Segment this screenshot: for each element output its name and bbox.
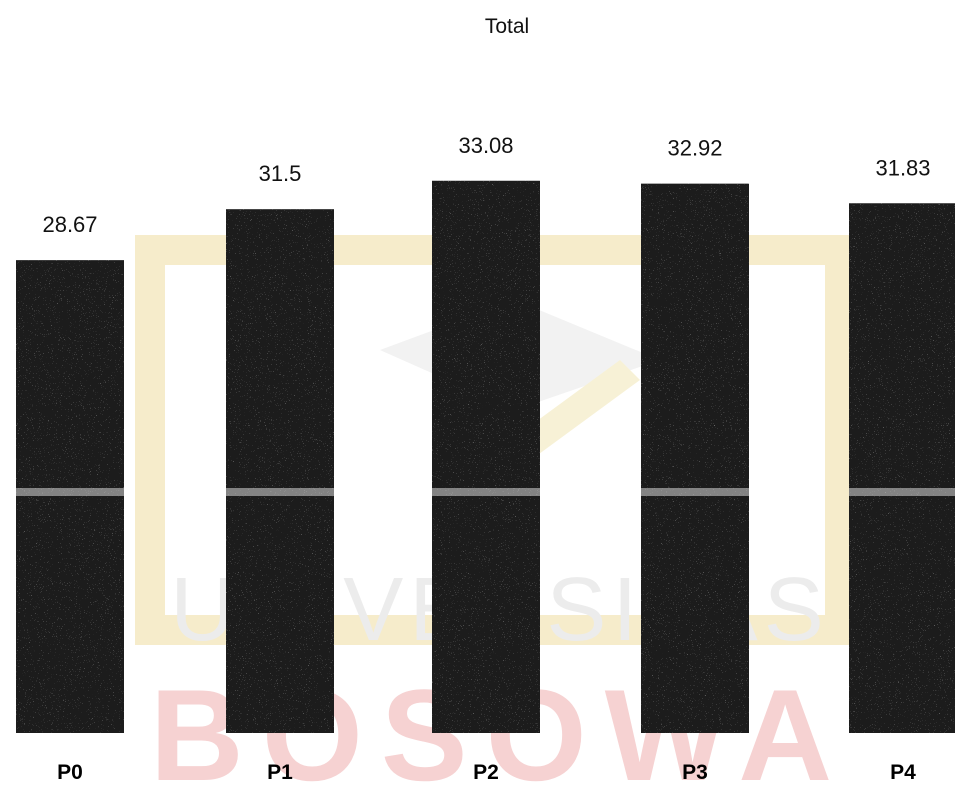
value-label-p4: 31.83 xyxy=(875,155,930,180)
bar-p3 xyxy=(641,183,749,733)
bar-band-p0 xyxy=(16,488,124,496)
bar-p0 xyxy=(16,260,124,733)
category-label-p2: P2 xyxy=(473,761,499,784)
bar-band-p1 xyxy=(226,488,334,496)
value-labels-group: 28.67 31.5 33.08 32.92 31.83 xyxy=(42,133,930,237)
value-label-p1: 31.5 xyxy=(259,161,302,186)
category-label-p1: P1 xyxy=(267,761,293,784)
value-label-p3: 32.92 xyxy=(667,136,722,161)
value-label-p0: 28.67 xyxy=(42,212,97,237)
bar-p4 xyxy=(849,203,955,733)
category-label-p4: P4 xyxy=(890,761,916,784)
bar-band-p4 xyxy=(849,488,955,496)
category-label-p0: P0 xyxy=(57,761,83,784)
bars-group xyxy=(16,180,955,733)
bar-band-p3 xyxy=(641,488,749,496)
bar-band-p2 xyxy=(432,488,540,496)
bar-p1 xyxy=(226,209,334,733)
category-labels-group: P0 P1 P2 P3 P4 xyxy=(57,761,916,784)
value-label-p2: 33.08 xyxy=(458,133,513,158)
category-label-p3: P3 xyxy=(682,761,708,784)
chart-title: Total xyxy=(485,15,529,38)
bar-p2 xyxy=(432,180,540,733)
